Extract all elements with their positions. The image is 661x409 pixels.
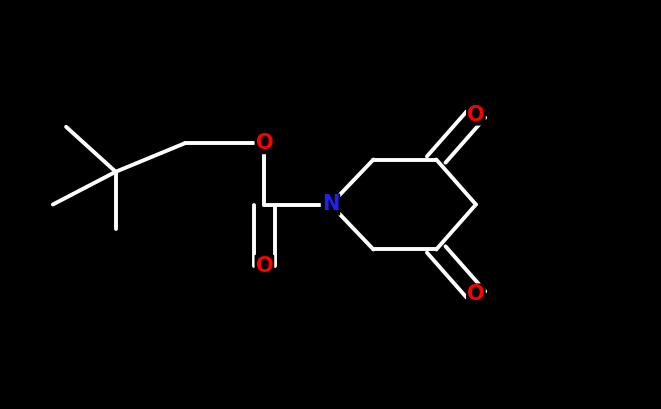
Text: O: O [467,285,485,304]
Text: O: O [256,133,273,153]
Text: O: O [467,105,485,124]
Text: N: N [322,195,339,214]
Text: O: O [256,256,273,276]
